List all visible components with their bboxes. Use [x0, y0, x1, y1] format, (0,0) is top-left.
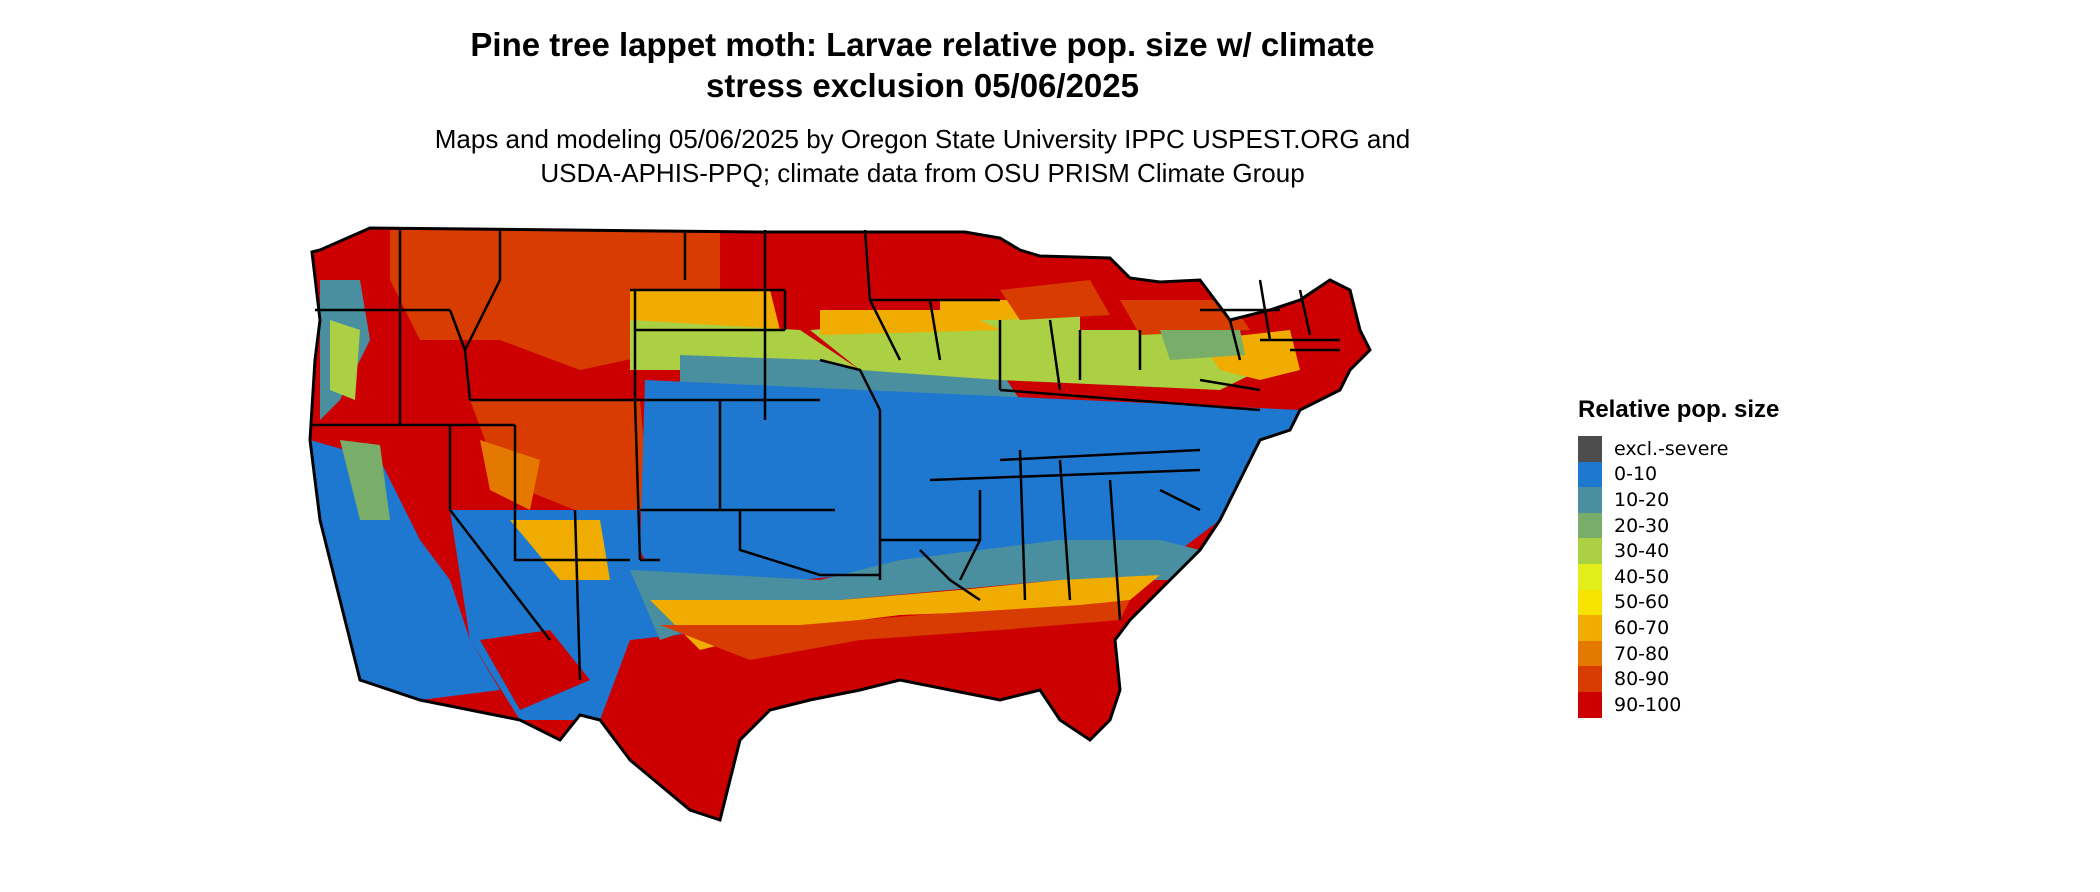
- legend-label: 90-100: [1614, 693, 1682, 716]
- legend-item-excl-severe: excl.-severe: [1578, 436, 1779, 462]
- us-map: [308, 226, 1372, 822]
- us-outline: [308, 226, 1372, 822]
- legend-item-90-100: 90-100: [1578, 691, 1779, 718]
- population-raster: [310, 228, 1370, 820]
- legend-label: 70-80: [1614, 642, 1670, 665]
- map-title: Pine tree lappet moth: Larvae relative p…: [400, 24, 1445, 106]
- legend-swatch: [1578, 538, 1602, 564]
- legend-item-0-10: 0-10: [1578, 461, 1779, 488]
- legend-label: 0-10: [1614, 463, 1658, 486]
- map-legend: Relative pop. size excl.-severe 0-10 10-…: [1578, 396, 1779, 718]
- legend-label: 10-20: [1614, 488, 1670, 511]
- legend-label: 80-90: [1614, 668, 1670, 691]
- subtitle-line-1: Maps and modeling 05/06/2025 by Oregon S…: [434, 124, 1411, 154]
- legend-item-70-80: 70-80: [1578, 640, 1779, 667]
- legend-swatch: [1578, 563, 1602, 590]
- legend-item-10-20: 10-20: [1578, 487, 1779, 513]
- state-borders: [310, 228, 1340, 681]
- legend-item-40-50: 40-50: [1578, 563, 1779, 590]
- legend-item-30-40: 30-40: [1578, 538, 1779, 564]
- legend-label: 20-30: [1614, 514, 1670, 537]
- subtitle-line-2: USDA-APHIS-PPQ; climate data from OSU PR…: [540, 158, 1305, 188]
- legend-label: excl.-severe: [1614, 437, 1729, 460]
- map-subtitle: Maps and modeling 05/06/2025 by Oregon S…: [380, 122, 1465, 190]
- title-line-1: Pine tree lappet moth: Larvae relative p…: [470, 26, 1375, 63]
- legend-swatch: [1578, 666, 1602, 692]
- legend-items: excl.-severe 0-10 10-20 20-30 30-40 40-5…: [1578, 436, 1779, 718]
- legend-swatch: [1578, 640, 1602, 667]
- legend-swatch: [1578, 589, 1602, 616]
- legend-item-80-90: 80-90: [1578, 666, 1779, 692]
- legend-swatch: [1578, 487, 1602, 513]
- legend-item-60-70: 60-70: [1578, 615, 1779, 641]
- title-line-2: stress exclusion 05/06/2025: [706, 67, 1139, 104]
- legend-swatch: [1578, 615, 1602, 641]
- legend-item-50-60: 50-60: [1578, 589, 1779, 616]
- legend-swatch: [1578, 512, 1602, 539]
- legend-label: 40-50: [1614, 565, 1670, 588]
- legend-item-20-30: 20-30: [1578, 512, 1779, 539]
- legend-swatch: [1578, 461, 1602, 488]
- legend-title: Relative pop. size: [1578, 396, 1780, 423]
- legend-swatch: [1578, 691, 1602, 718]
- legend-label: 30-40: [1614, 540, 1670, 563]
- legend-swatch: [1578, 436, 1602, 462]
- legend-label: 60-70: [1614, 616, 1670, 639]
- legend-label: 50-60: [1614, 591, 1670, 614]
